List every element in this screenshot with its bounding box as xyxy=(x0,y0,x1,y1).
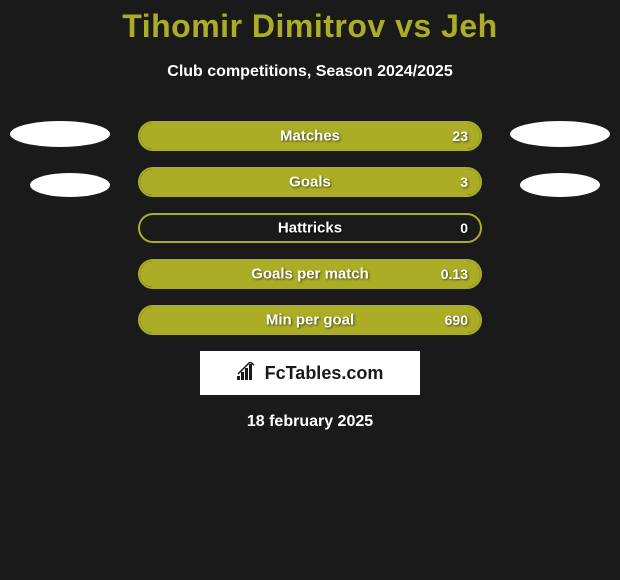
bar-chart: Matches 23 Goals 3 Hattricks 0 Goals per… xyxy=(138,121,482,335)
chart-line-icon xyxy=(237,362,259,385)
widget-container: Tihomir Dimitrov vs Jeh Club competition… xyxy=(0,0,620,431)
stat-label: Hattricks xyxy=(140,220,480,237)
player-marker-right-1 xyxy=(510,121,610,147)
stat-row-goals: Goals 3 xyxy=(138,167,482,197)
branding-badge[interactable]: FcTables.com xyxy=(200,351,420,395)
stat-row-goals-per-match: Goals per match 0.13 xyxy=(138,259,482,289)
stats-area: Matches 23 Goals 3 Hattricks 0 Goals per… xyxy=(0,121,620,431)
stat-value: 3 xyxy=(460,174,468,190)
player-marker-right-2 xyxy=(520,173,600,197)
page-subtitle: Club competitions, Season 2024/2025 xyxy=(0,63,620,81)
stat-row-hattricks: Hattricks 0 xyxy=(138,213,482,243)
branding-text: FcTables.com xyxy=(265,363,384,384)
page-title: Tihomir Dimitrov vs Jeh xyxy=(0,8,620,45)
footer-date: 18 february 2025 xyxy=(0,413,620,431)
stat-label: Matches xyxy=(140,128,480,145)
stat-value: 690 xyxy=(445,312,468,328)
stat-label: Goals xyxy=(140,174,480,191)
stat-row-min-per-goal: Min per goal 690 xyxy=(138,305,482,335)
stat-row-matches: Matches 23 xyxy=(138,121,482,151)
stat-value: 0.13 xyxy=(441,266,468,282)
stat-value: 0 xyxy=(460,220,468,236)
stat-label: Goals per match xyxy=(140,266,480,283)
stat-label: Min per goal xyxy=(140,312,480,329)
player-marker-left-2 xyxy=(30,173,110,197)
player-marker-left-1 xyxy=(10,121,110,147)
stat-value: 23 xyxy=(452,128,468,144)
